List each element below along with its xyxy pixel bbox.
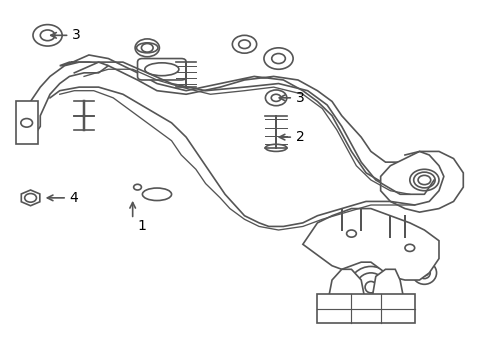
Circle shape [264, 48, 292, 69]
Polygon shape [21, 62, 108, 137]
Bar [317, 294, 414, 323]
Ellipse shape [411, 261, 436, 284]
FancyBboxPatch shape [137, 59, 186, 80]
Circle shape [232, 35, 256, 53]
Polygon shape [380, 152, 462, 212]
Polygon shape [370, 269, 404, 305]
Text: 3: 3 [72, 28, 81, 42]
Bar [16, 102, 38, 144]
Circle shape [409, 169, 438, 191]
Circle shape [33, 24, 62, 46]
Polygon shape [21, 190, 40, 206]
Circle shape [135, 39, 159, 57]
Ellipse shape [348, 266, 392, 308]
Text: 2: 2 [295, 130, 304, 144]
Polygon shape [302, 208, 438, 280]
Text: 1: 1 [137, 220, 146, 233]
Polygon shape [60, 55, 428, 191]
Circle shape [265, 90, 286, 106]
Polygon shape [326, 269, 366, 305]
Text: 4: 4 [69, 191, 78, 205]
Ellipse shape [142, 188, 171, 201]
Text: 3: 3 [295, 91, 304, 105]
